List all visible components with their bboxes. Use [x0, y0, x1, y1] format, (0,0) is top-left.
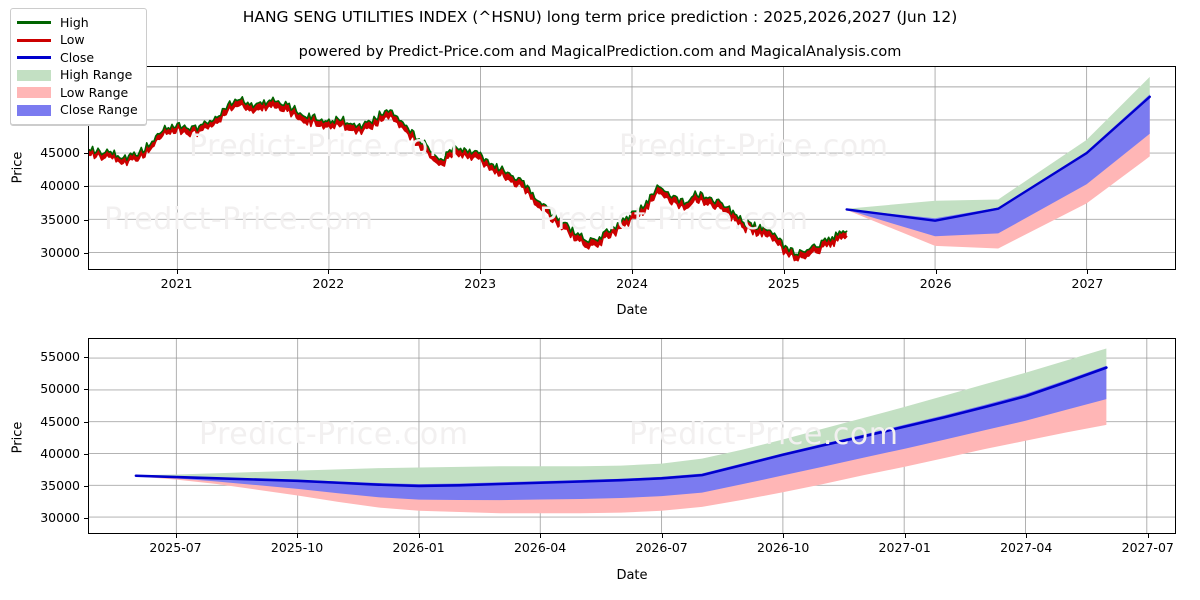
- watermark-text: Predict-Price.com: [539, 202, 809, 237]
- legend-label: High: [60, 14, 89, 30]
- legend-label: Close: [60, 49, 95, 65]
- legend-label: Close Range: [60, 102, 138, 117]
- legend-swatch-low: [17, 38, 51, 42]
- y-tick-mark: [84, 219, 88, 221]
- y-tick-mark: [84, 421, 88, 423]
- y-tick-mark: [84, 517, 88, 519]
- legend-item-low-range: Low Range: [17, 84, 138, 102]
- y-tick-label: 35000: [40, 211, 80, 227]
- x-tick-label: 2021: [160, 276, 193, 291]
- x-tick-mark: [328, 270, 330, 274]
- x-tick-mark: [783, 270, 785, 274]
- x-tick-label: 2025: [767, 276, 800, 291]
- watermark-text: Predict-Price.com: [104, 202, 374, 237]
- x-tick-mark: [632, 270, 633, 274]
- x-tick-mark: [1147, 534, 1149, 538]
- y-tick-mark: [84, 186, 88, 188]
- x-tick-label: 2027-01: [878, 540, 931, 555]
- x-axis-label-top: Date: [616, 303, 648, 318]
- watermark-text: Predict-Price.com: [629, 417, 899, 452]
- x-tick-mark: [1026, 534, 1028, 538]
- y-tick-mark: [84, 253, 88, 255]
- plot-area-top: Predict-Price.com Predict-Price.com Pred…: [88, 66, 1176, 270]
- legend-bottom: High Low Close High Range Low Range Close Ran…: [10, 8, 147, 125]
- y-tick-mark: [84, 152, 88, 154]
- chart-title: HANG SENG UTILITIES INDEX (^HSNU) long t…: [242, 8, 958, 26]
- x-tick-label: 2026-01: [392, 540, 445, 555]
- y-tick-label: 45000: [40, 144, 80, 160]
- x-axis-label-bottom: Date: [616, 568, 648, 583]
- legend-swatch-close: [17, 56, 51, 60]
- x-tick-label: 2026: [919, 276, 952, 291]
- x-tick-label: 2022: [312, 276, 345, 291]
- legend-swatch-low-range: [17, 87, 51, 99]
- x-tick-label: 2027-07: [1121, 540, 1174, 555]
- x-tick-mark: [661, 534, 663, 538]
- legend-item-high: High: [17, 14, 138, 32]
- x-tick-label: 2025-10: [270, 540, 324, 555]
- chart-subtitle: powered by Predict-Price.com and Magical…: [298, 44, 902, 60]
- y-tick-label: 55000: [40, 349, 80, 365]
- x-tick-label: 2026-04: [513, 540, 567, 555]
- legend-item-high-range: High Range: [17, 67, 138, 85]
- y-tick-mark: [84, 389, 88, 391]
- y-tick-label: 40000: [40, 445, 80, 461]
- x-tick-label: 2027-04: [1000, 540, 1053, 555]
- x-tick-label: 2025-07: [149, 540, 202, 555]
- legend-swatch-high-range: [17, 69, 51, 81]
- x-tick-mark: [935, 270, 937, 274]
- x-tick-label: 2024: [616, 276, 648, 291]
- x-tick-label: 2023: [464, 276, 497, 291]
- y-tick-label: 35000: [40, 477, 80, 493]
- x-tick-label: 2026-07: [635, 540, 688, 555]
- y-tick-label: 40000: [40, 178, 80, 194]
- x-tick-label: 2026-10: [757, 540, 810, 555]
- legend-item-low: Low: [17, 32, 138, 50]
- y-tick-label: 50000: [40, 381, 80, 397]
- legend-item-close-range: Close Range: [17, 102, 138, 120]
- y-tick-mark: [84, 485, 88, 487]
- legend-label: Low: [60, 32, 85, 47]
- legend-item-close: Close: [17, 49, 138, 67]
- x-tick-label: 2027: [1071, 276, 1104, 291]
- x-tick-mark: [418, 534, 420, 538]
- x-tick-mark: [175, 534, 177, 538]
- x-tick-mark: [904, 534, 906, 538]
- x-tick-mark: [783, 534, 785, 538]
- legend-swatch-close-range: [17, 104, 51, 116]
- watermark-text: Predict-Price.com: [199, 417, 469, 452]
- legend-label: High Range: [60, 67, 133, 82]
- y-tick-mark: [84, 357, 88, 359]
- x-tick-mark: [480, 270, 482, 274]
- x-tick-mark: [540, 534, 542, 538]
- plot-canvas-bottom: [89, 339, 1175, 533]
- legend-swatch-high: [17, 21, 51, 25]
- plot-canvas-top: [89, 67, 1175, 269]
- x-tick-mark: [1087, 270, 1089, 274]
- watermark-text: Predict-Price.com: [189, 129, 459, 164]
- y-tick-label: 30000: [40, 509, 80, 525]
- y-tick-label: 45000: [40, 413, 80, 429]
- y-tick-label: 30000: [40, 245, 80, 261]
- legend-label: Low Range: [60, 84, 129, 100]
- x-tick-mark: [176, 270, 178, 274]
- plot-area-bottom: Predict-Price.com Predict-Price.com: [88, 338, 1176, 534]
- watermark-text: Predict-Price.com: [619, 129, 889, 164]
- y-tick-mark: [84, 453, 88, 455]
- x-tick-mark: [297, 534, 299, 538]
